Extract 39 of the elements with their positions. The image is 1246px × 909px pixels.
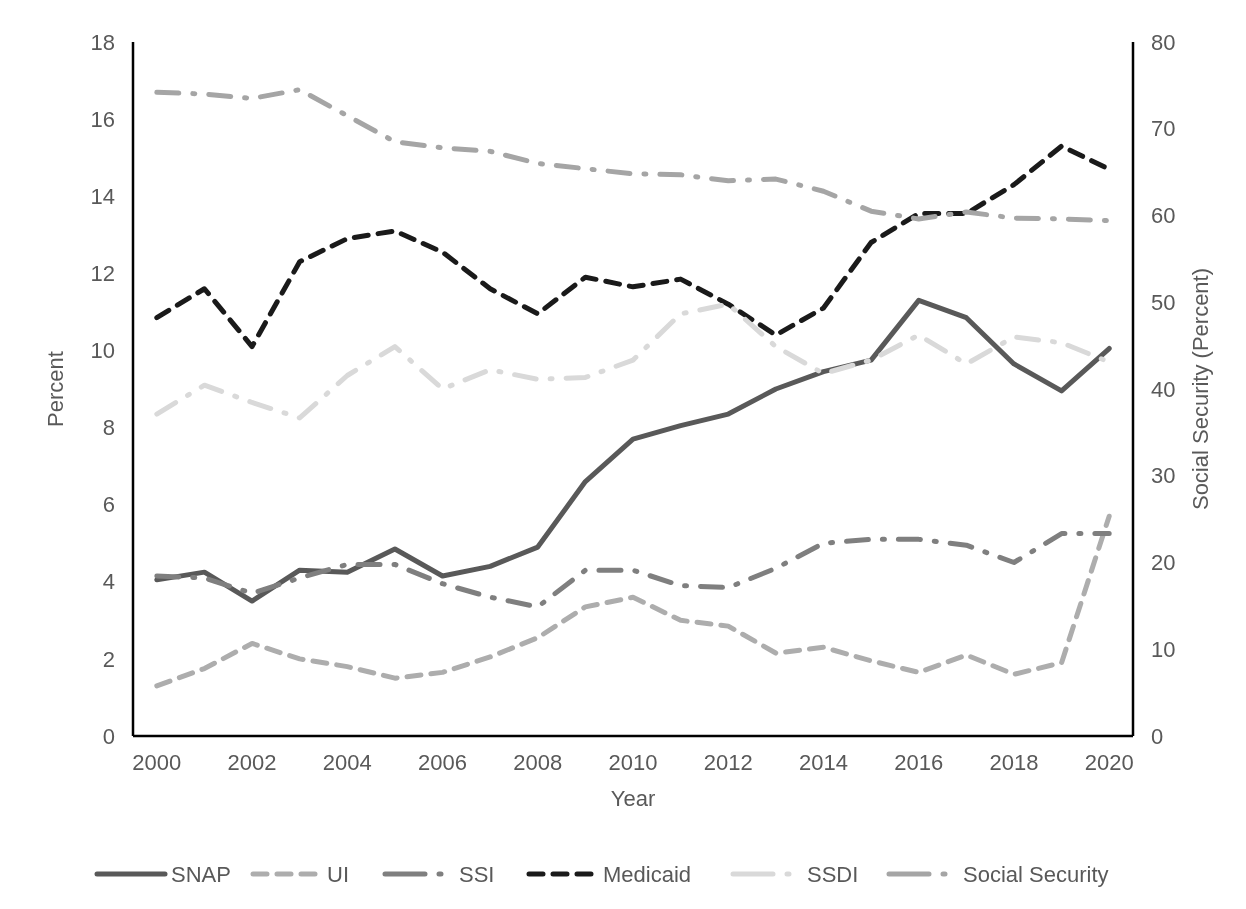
y-tick-label: 16: [90, 106, 115, 132]
y-tick-label: 2: [102, 646, 115, 672]
legend-label: SSI: [459, 861, 495, 887]
y2-tick-label: 10: [1151, 636, 1176, 662]
legend-label: Social Security: [963, 861, 1109, 887]
y-tick-label: 18: [90, 29, 115, 55]
y-axis-title: Percent: [43, 351, 68, 427]
y2-tick-label: 70: [1151, 116, 1176, 142]
x-tick-label: 2014: [799, 750, 848, 775]
y2-tick-label: 60: [1151, 203, 1176, 229]
y2-tick-label: 50: [1151, 289, 1176, 315]
legend-label: SNAP: [171, 861, 231, 887]
x-tick-label: 2012: [703, 750, 753, 775]
y-tick-label: 8: [102, 415, 115, 441]
x-tick-label: 2006: [418, 750, 467, 775]
y-tick-label: 4: [102, 569, 115, 595]
x-tick-label: 2000: [132, 750, 182, 775]
x-tick-label: 2008: [513, 750, 563, 775]
y2-axis-title: Social Security (Percent): [1188, 267, 1213, 511]
x-tick-label: 2018: [989, 750, 1039, 775]
x-tick-label: 2004: [322, 750, 372, 775]
x-axis-title: Year: [610, 786, 656, 811]
x-tick-label: 2010: [608, 750, 658, 775]
y-tick-label: 12: [90, 261, 115, 287]
legend-label: SSDI: [807, 861, 859, 887]
y-tick-label: 10: [90, 338, 115, 364]
y2-tick-label: 0: [1151, 723, 1164, 749]
y2-tick-label: 30: [1151, 463, 1176, 489]
y-tick-label: 0: [102, 723, 115, 749]
x-tick-label: 2016: [894, 750, 944, 775]
x-tick-label: 2020: [1084, 750, 1134, 775]
y2-tick-label: 80: [1151, 29, 1176, 55]
y-tick-label: 14: [90, 183, 115, 209]
x-tick-label: 2002: [227, 750, 277, 775]
y2-tick-label: 20: [1151, 550, 1176, 576]
legend-label: UI: [327, 861, 349, 887]
legend-label: Medicaid: [603, 861, 692, 887]
y2-tick-label: 40: [1151, 376, 1176, 402]
y-tick-label: 6: [102, 492, 115, 518]
